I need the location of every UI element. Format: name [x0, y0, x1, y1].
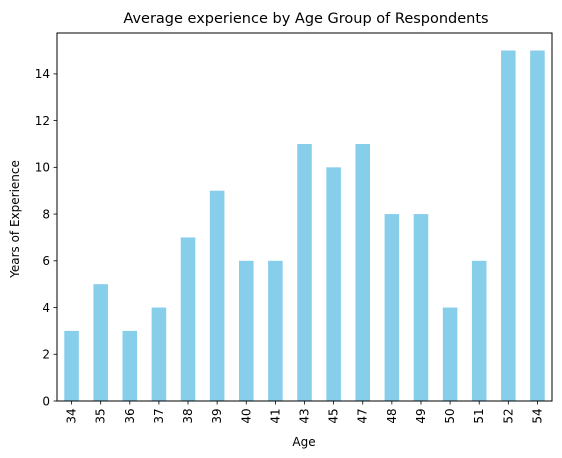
bars-group: [64, 50, 545, 402]
x-tick-label: 43: [298, 408, 312, 423]
y-tick-label: 8: [42, 207, 50, 221]
plot-frame: [56, 32, 553, 402]
bar-36: [122, 330, 138, 401]
bar-50: [442, 307, 458, 401]
y-tick-label: 12: [35, 114, 50, 128]
x-tick-label: 54: [530, 408, 544, 423]
y-tick-label: 6: [42, 254, 50, 268]
x-tick-label: 49: [414, 408, 428, 423]
bar-41: [268, 260, 283, 401]
bar-52: [501, 50, 516, 402]
x-tick-label: 38: [181, 408, 195, 423]
x-tick-label: 47: [356, 408, 370, 423]
bar-35: [93, 284, 108, 401]
bar-48: [384, 214, 400, 401]
x-tick-label: 40: [239, 408, 253, 423]
x-tick-label: 35: [94, 408, 108, 423]
x-axis-title: Age: [292, 435, 315, 449]
x-tick-label: 48: [385, 408, 399, 423]
bar-51: [471, 260, 487, 401]
bar-47: [355, 143, 371, 401]
x-tick-label: 50: [443, 408, 457, 423]
x-tick-label: 36: [123, 408, 137, 423]
x-tick-label: 52: [501, 408, 515, 423]
x-axis-ticks: 34 35 36 37 38 39 40 41 43 45 47 48 49 50 51 52 54: [65, 401, 544, 424]
x-tick-label: 34: [65, 408, 79, 423]
x-tick-label: 45: [327, 408, 341, 423]
y-axis-ticks: 0 2 4 6 8 10 12 14: [35, 67, 57, 408]
bar-38: [180, 237, 196, 401]
x-tick-label: 37: [152, 408, 166, 423]
bar-40: [238, 260, 254, 401]
bar-39: [209, 190, 225, 401]
y-tick-label: 14: [35, 67, 50, 81]
y-axis-title: Years of Experience: [8, 160, 22, 279]
x-tick-label: 39: [210, 408, 224, 423]
bar-45: [326, 167, 341, 401]
chart-title: Average experience by Age Group of Respo…: [123, 11, 488, 27]
y-tick-label: 0: [42, 394, 50, 408]
y-tick-label: 10: [35, 161, 50, 175]
bar-54: [530, 50, 545, 402]
bar-49: [413, 214, 429, 401]
x-tick-label: 51: [472, 408, 486, 423]
bar-43: [297, 143, 312, 401]
bar-37: [151, 307, 167, 401]
x-tick-label: 41: [268, 408, 282, 423]
bar-34: [64, 330, 79, 401]
y-tick-label: 4: [42, 301, 50, 315]
y-tick-label: 2: [42, 348, 50, 362]
